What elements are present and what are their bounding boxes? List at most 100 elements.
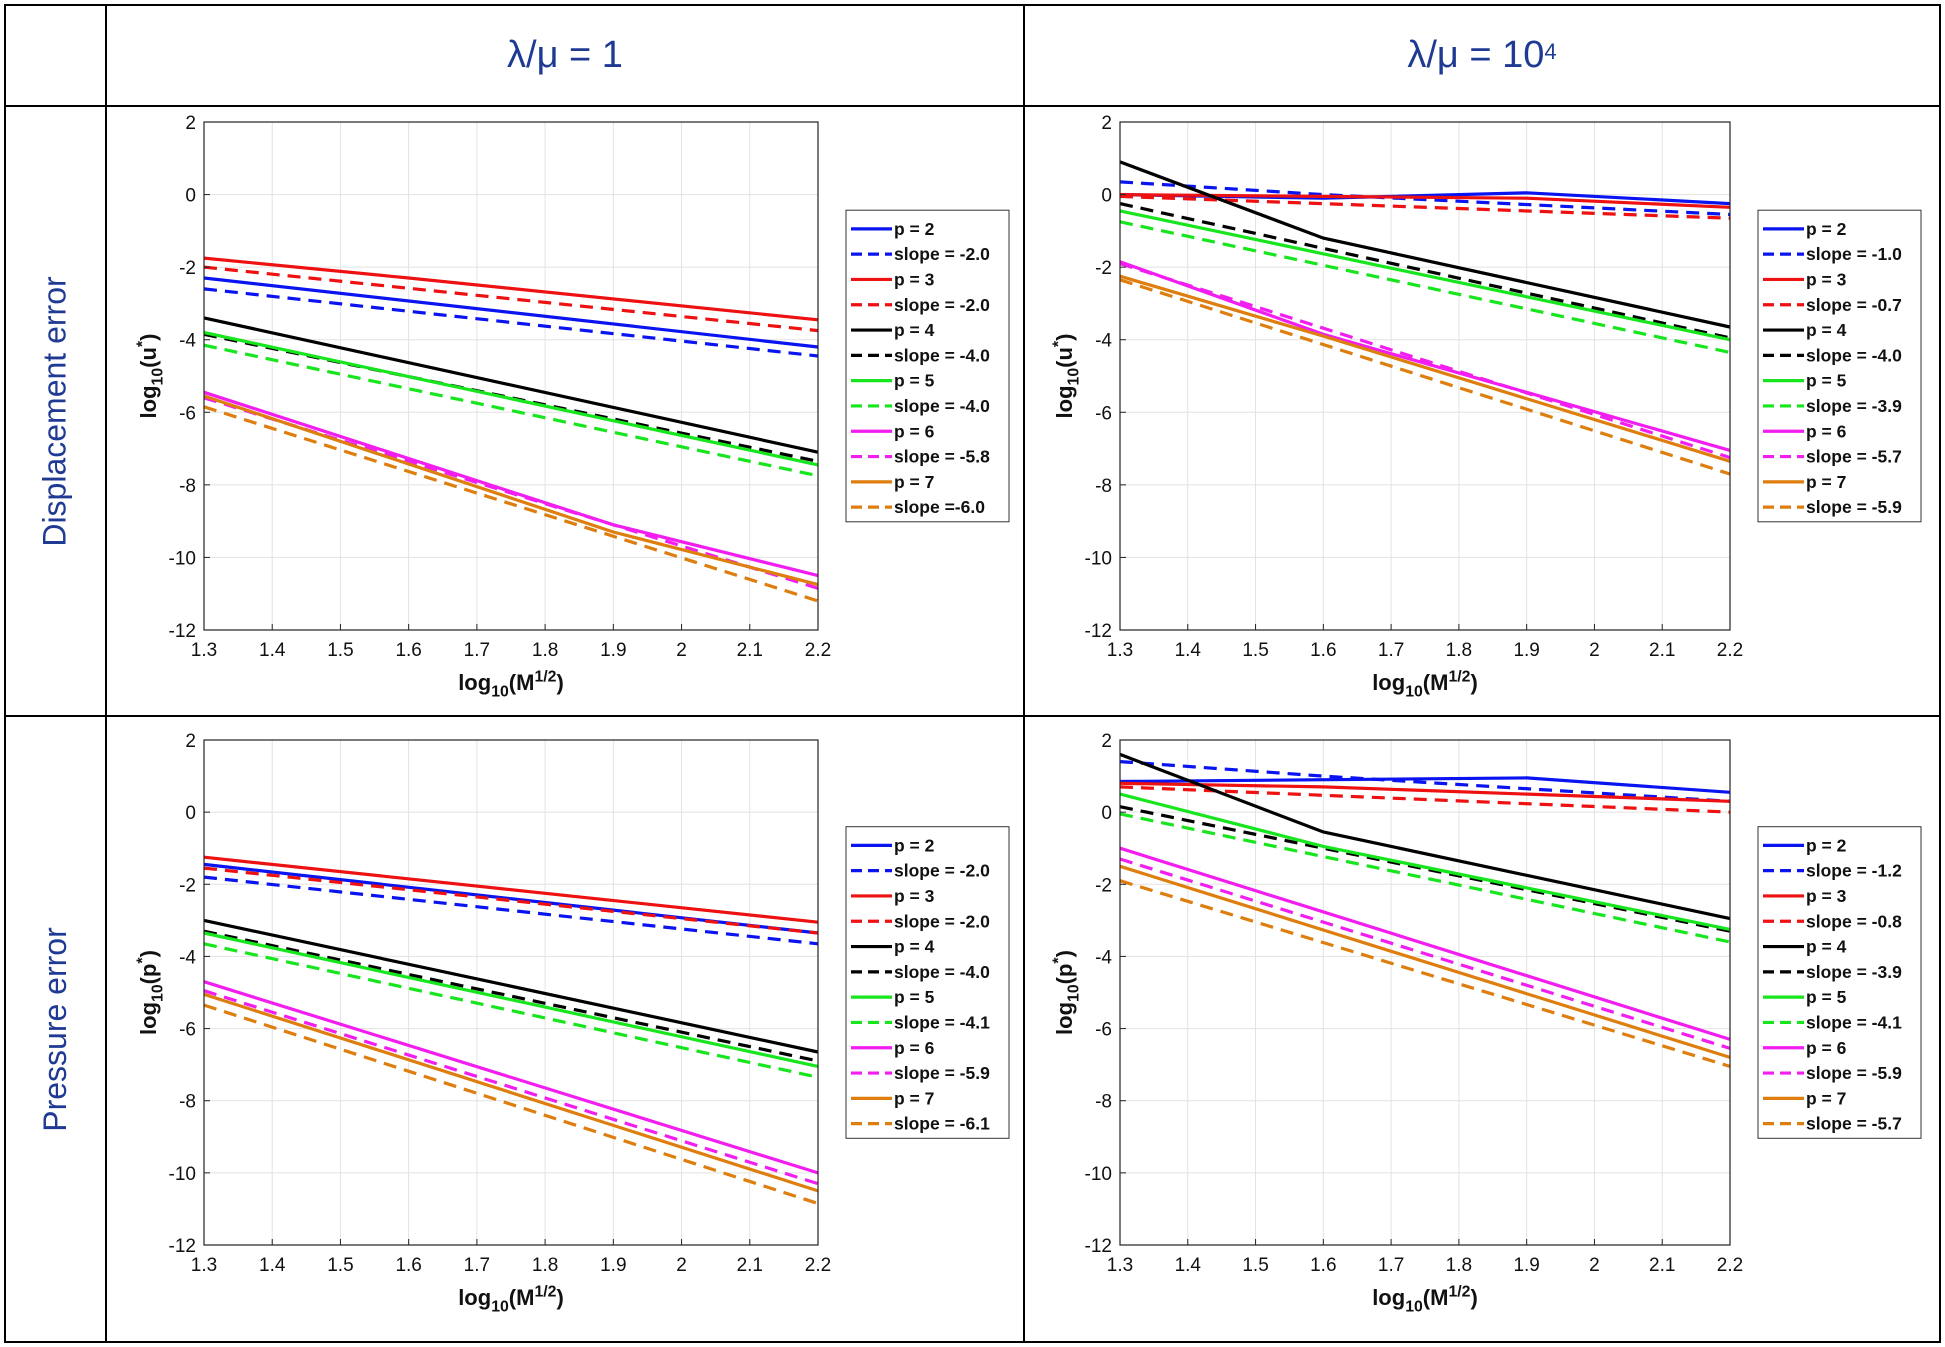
y-tick-label: -12	[169, 621, 196, 642]
column-header-ratio-1e4: λ/μ = 10 4	[1025, 6, 1939, 105]
row-header-displacement: Displacement error	[6, 107, 105, 715]
x-tick-label: 1.8	[1446, 1255, 1472, 1276]
legend-label: p = 2	[1806, 219, 1847, 239]
x-tick-label: 1.6	[1310, 1255, 1336, 1276]
x-tick-label: 1.8	[532, 640, 558, 661]
column-header-ratio-1e4-exponent: 4	[1544, 38, 1557, 64]
x-axis-label-sub: 10	[1405, 1299, 1423, 1316]
series-line-10	[1119, 857, 1731, 1050]
y-axis-label-base: log	[136, 385, 161, 418]
x-tick-label: 1.6	[1310, 640, 1336, 661]
plot-frame	[1119, 739, 1731, 1246]
x-tick-label: 2.2	[1717, 1255, 1743, 1276]
y-axis-label-base: log	[1052, 1002, 1077, 1035]
row-header-displacement-text: Displacement error	[37, 275, 73, 547]
column-header-ratio-1e4-text: λ/μ = 10	[1407, 34, 1545, 76]
plot-area	[1120, 740, 1730, 1245]
plot-area	[204, 122, 818, 630]
y-tick-label: 0	[185, 803, 196, 824]
series-line-3	[1119, 781, 1731, 803]
y-tick-label: -12	[169, 1236, 196, 1257]
x-tick-label: 1.7	[464, 640, 490, 661]
chart-displacement-ratio-1e4: 1.3 1.4 1.5 1.6 1.7 1.8 1.9 2 2.1 2.2 2 0 -2 -4 -6 -8 -1…	[1051, 113, 1922, 701]
x-axis-label-tail: )	[1470, 1285, 1477, 1310]
y-tick-label: 0	[185, 186, 196, 207]
x-tick-label: 1.4	[1175, 1255, 1202, 1276]
legend-label: slope = -4.1	[1806, 1012, 1902, 1032]
y-tick-label: 0	[1101, 186, 1112, 207]
legend-label: slope = -0.8	[1806, 911, 1902, 931]
series-line-5	[203, 316, 819, 454]
y-axis-label-tail: )	[136, 950, 161, 957]
series-line-7	[1119, 792, 1731, 931]
x-axis-label-sup: 1/2	[534, 1284, 556, 1301]
x-axis-label-mid: (M	[509, 670, 535, 695]
legend-label: slope = -0.7	[1806, 295, 1902, 315]
legend-label: slope = -5.9	[894, 1063, 990, 1083]
series-line-10	[1119, 261, 1731, 460]
y-axis-label-mid: (p	[1052, 964, 1077, 985]
x-tick-label: 1.8	[532, 1255, 558, 1276]
y-tick-label: 2	[185, 113, 196, 134]
x-axis-label-base: log	[1372, 670, 1405, 695]
x-axis-label-tail: )	[1470, 670, 1477, 695]
series-line-11	[1119, 274, 1731, 463]
y-tick-label: -10	[169, 548, 196, 569]
legend-label: slope = -2.0	[894, 244, 990, 264]
legend-label: p = 4	[1806, 320, 1847, 340]
legend-label: p = 5	[1806, 371, 1847, 391]
y-axis-label: log10(p*)	[1051, 950, 1083, 1035]
series-line-10	[203, 989, 819, 1186]
x-tick-label: 1.9	[600, 640, 626, 661]
y-axis-label-sup: *	[1051, 957, 1068, 964]
column-header-ratio-1-text: λ/μ = 1	[507, 34, 623, 76]
legend-label: p = 7	[1806, 472, 1846, 492]
series-line-5	[203, 918, 819, 1054]
series-line-2	[1119, 760, 1731, 803]
y-axis-label-base: log	[136, 1002, 161, 1035]
column-header-ratio-1: λ/μ = 1	[107, 6, 1023, 105]
x-axis-label-sup: 1/2	[534, 669, 556, 686]
x-axis-label-tail: )	[556, 670, 563, 695]
table-divider-col1	[105, 4, 107, 1343]
series-line-12	[1119, 879, 1731, 1068]
series-line-12	[203, 1003, 819, 1206]
legend-label: p = 4	[1806, 937, 1847, 957]
legend-label: p = 2	[894, 219, 935, 239]
series-line-12	[203, 405, 819, 603]
legend-label: slope = -2.0	[894, 861, 990, 881]
legend-label: p = 2	[894, 835, 935, 855]
x-tick-label: 1.4	[1175, 640, 1202, 661]
y-tick-label: -8	[1095, 1092, 1112, 1113]
series-line-11	[203, 394, 819, 587]
x-axis-label: log10(M1/2)	[1372, 1284, 1478, 1316]
legend-label: slope = -1.0	[1806, 244, 1902, 264]
table-border-right	[1939, 4, 1941, 1343]
legend-label: p = 7	[1806, 1088, 1846, 1108]
y-axis-label-sup: *	[135, 340, 152, 347]
table-border-left	[4, 4, 6, 1343]
x-tick-label: 1.5	[327, 640, 353, 661]
legend-label: slope = -4.1	[894, 1012, 990, 1032]
legend-label: slope = -2.0	[894, 911, 990, 931]
legend-label: slope = -5.9	[1806, 1063, 1902, 1083]
x-tick-label: 2.2	[805, 640, 831, 661]
legend-label: slope = -4.0	[1806, 345, 1902, 365]
y-axis-label-sup: *	[135, 957, 152, 964]
series-line-5	[1119, 752, 1731, 921]
plot-area	[204, 740, 818, 1245]
y-axis-label: log10(u*)	[1051, 334, 1083, 419]
legend-label: p = 7	[894, 1088, 934, 1108]
legend-label: p = 5	[1806, 987, 1847, 1007]
y-tick-label: -2	[179, 875, 196, 896]
legend-label: slope = -4.0	[894, 345, 990, 365]
series-line-2	[203, 287, 819, 358]
y-axis-label-tail: )	[136, 334, 161, 341]
x-axis-label-sup: 1/2	[1448, 1284, 1470, 1301]
series-line-11	[1119, 864, 1731, 1059]
y-tick-label: 2	[1101, 113, 1112, 134]
series-line-11	[203, 992, 819, 1193]
x-tick-label: 1.9	[1513, 1255, 1539, 1276]
legend-box	[845, 209, 1010, 523]
y-axis-label: log10(p*)	[135, 950, 167, 1035]
